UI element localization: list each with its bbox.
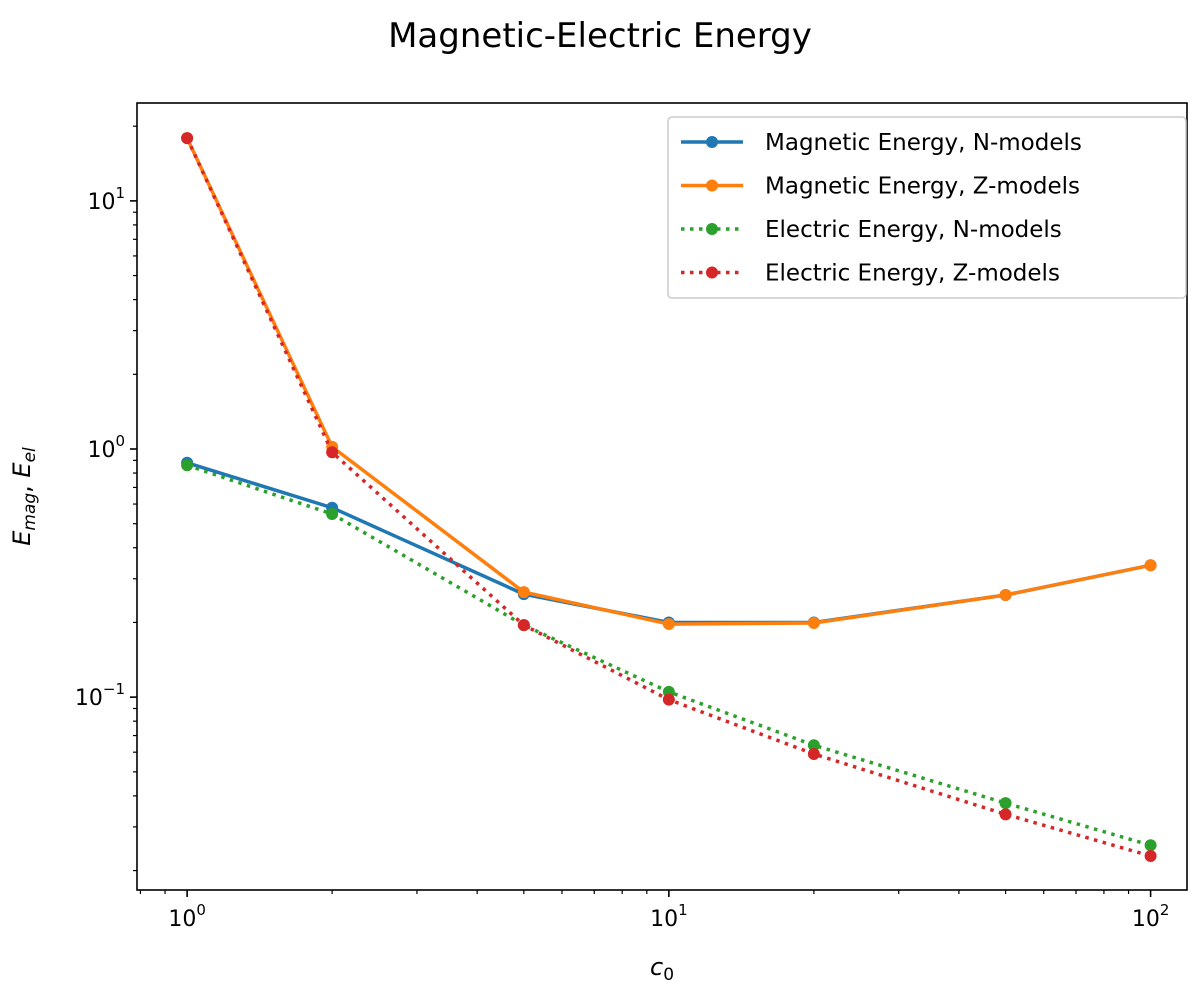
label-base: E	[8, 530, 36, 546]
data-point	[1144, 839, 1157, 852]
legend-marker	[706, 223, 718, 235]
legend-marker	[706, 136, 718, 148]
legend-marker	[706, 266, 718, 279]
x-tick-label: 101	[650, 901, 688, 932]
label-subscript: 0	[663, 965, 674, 985]
label-subscript: mag	[20, 493, 40, 531]
data-point	[181, 132, 194, 145]
tick-base: 10	[1132, 907, 1160, 932]
legend-label: Magnetic Energy, N-models	[765, 130, 1082, 156]
y-tick-label: 10−1	[75, 680, 125, 711]
legend-box	[667, 116, 1187, 299]
y-tick-label: 101	[87, 184, 125, 215]
data-point	[662, 693, 675, 706]
tick-exponent: 2	[1160, 901, 1170, 919]
data-point	[999, 808, 1012, 821]
tick-base: 10	[87, 438, 115, 463]
legend-label: Magnetic Energy, Z-models	[765, 174, 1080, 200]
legend-marker	[706, 179, 718, 192]
tick-exponent: −1	[103, 680, 125, 698]
data-point	[807, 739, 820, 752]
tick-base: 10	[650, 907, 678, 932]
legend-label: Electric Energy, N-models	[765, 217, 1062, 243]
data-point	[999, 797, 1012, 810]
tick-exponent: 0	[196, 901, 206, 919]
axes-frame	[136, 102, 1188, 891]
legend-label: Electric Energy, Z-models	[765, 261, 1060, 287]
data-point	[326, 508, 339, 521]
tick-exponent: 0	[115, 432, 125, 450]
data-point	[517, 586, 530, 599]
label-base: c	[650, 953, 663, 981]
data-point	[517, 619, 530, 632]
chart-title: Magnetic-Electric Energy	[388, 16, 812, 56]
tick-base: 10	[75, 686, 103, 711]
label-base: E	[8, 462, 36, 478]
legend: Magnetic Energy, N-models Magnetic Energy…	[667, 116, 1187, 299]
data-point	[326, 446, 339, 459]
data-point	[807, 747, 820, 760]
x-tick-label: 102	[1132, 901, 1170, 932]
tick-base: 10	[168, 907, 196, 932]
label-subscript: el	[20, 447, 40, 462]
data-point	[807, 616, 820, 629]
series-line-3	[186, 463, 1152, 847]
label-separator: ,	[8, 478, 36, 493]
x-tick-label: 100	[168, 901, 206, 932]
tick-exponent: 1	[115, 184, 125, 202]
y-axis-label: Emag, Eel	[8, 447, 40, 546]
y-tick-label: 100	[87, 432, 125, 463]
data-point	[1144, 849, 1157, 862]
data-point	[662, 618, 675, 631]
data-point	[181, 459, 194, 472]
data-point	[999, 588, 1012, 601]
tick-base: 10	[87, 190, 115, 215]
tick-exponent: 1	[678, 901, 688, 919]
data-point	[1144, 559, 1157, 572]
x-axis-label: c0	[650, 953, 674, 985]
